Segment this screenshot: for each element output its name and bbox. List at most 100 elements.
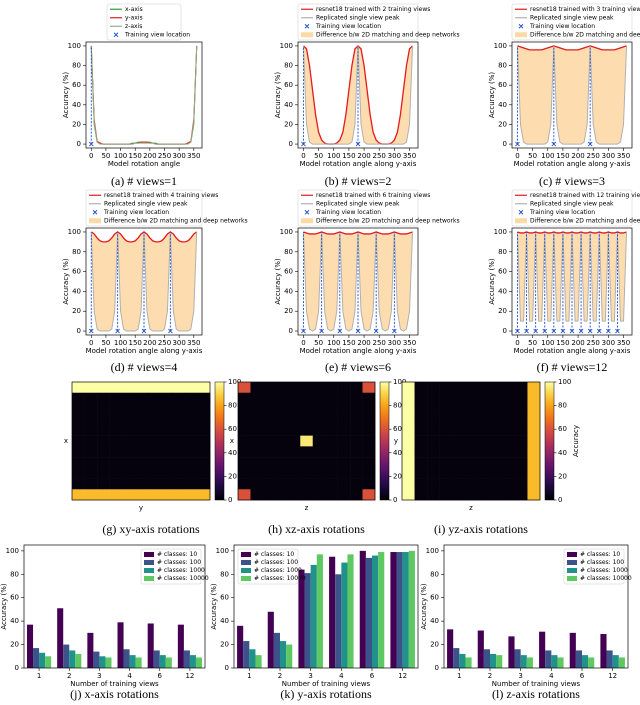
heatmap-cell bbox=[250, 489, 264, 501]
x-tick-label: 100 bbox=[327, 339, 340, 347]
heatmap-cell bbox=[312, 392, 326, 404]
bar bbox=[27, 624, 34, 668]
heatmap-cell bbox=[402, 392, 415, 404]
heatmap-cell bbox=[439, 382, 453, 394]
bar bbox=[87, 632, 94, 668]
heatmap-cell bbox=[414, 478, 428, 490]
y-tick-label: 80 bbox=[498, 248, 507, 256]
y-tick-label: 60 bbox=[284, 268, 293, 276]
heatmap-cell bbox=[477, 392, 491, 404]
heatmap-cell bbox=[527, 424, 541, 436]
y-tick-label: 20 bbox=[498, 307, 507, 315]
series-line bbox=[90, 45, 198, 145]
heatmap-cell bbox=[362, 457, 376, 469]
heatmap-cell bbox=[464, 446, 478, 458]
y-tick-label: 0 bbox=[435, 664, 439, 672]
heatmap-cell bbox=[275, 478, 289, 490]
axes-frame bbox=[23, 544, 206, 669]
heatmap-cell bbox=[97, 414, 110, 426]
legend-label: x-axis bbox=[125, 6, 143, 13]
x-axis-label: Model rotation angle bbox=[108, 160, 180, 168]
heatmap-cell bbox=[362, 382, 376, 394]
bar bbox=[57, 608, 64, 668]
series-line bbox=[90, 45, 198, 145]
y-tick-label: 100 bbox=[6, 547, 19, 555]
colorbar-tick-label: 60 bbox=[228, 425, 237, 433]
training-view-marker bbox=[168, 328, 173, 334]
training-view-marker bbox=[392, 328, 397, 334]
x-tick-label: 200 bbox=[143, 152, 156, 160]
legend-label: Difference b/w 2D matching and deep netw… bbox=[530, 31, 640, 38]
heatmap-cell bbox=[402, 414, 415, 426]
heatmap-cell bbox=[350, 414, 363, 426]
bar bbox=[465, 657, 472, 668]
heatmap-cell bbox=[147, 382, 161, 394]
heatmap-cell bbox=[287, 382, 301, 394]
heatmap-cell bbox=[414, 424, 428, 436]
bar bbox=[99, 656, 106, 668]
heatmap-cell bbox=[109, 403, 123, 415]
heatmap-cell bbox=[477, 478, 491, 490]
heatmap-cell bbox=[72, 457, 85, 469]
legend-label: resnet18 trained with 6 training views bbox=[316, 192, 430, 199]
heatmap-cell bbox=[287, 478, 301, 490]
training-view-marker bbox=[88, 328, 94, 334]
heatmap-cell bbox=[514, 446, 528, 458]
bar bbox=[123, 649, 130, 668]
heatmap-cell bbox=[147, 403, 161, 415]
legend-box bbox=[237, 548, 299, 585]
x-tick-label: 300 bbox=[172, 152, 185, 160]
caption: (l) z-axis rotations bbox=[492, 687, 580, 701]
caption: (b) # views=2 bbox=[325, 174, 392, 188]
y-tick-label: 20 bbox=[220, 641, 229, 649]
training-view-marker bbox=[355, 141, 361, 147]
heatmap-cell bbox=[147, 489, 161, 501]
heatmap-cell bbox=[477, 382, 491, 394]
training-view-marker bbox=[578, 328, 584, 334]
x-tick-label: 150 bbox=[129, 152, 142, 160]
heatmap-cell bbox=[477, 446, 491, 458]
x-tick-label: 2 bbox=[278, 672, 282, 680]
y-tick-label: 0 bbox=[289, 140, 293, 148]
x-tick-label: 150 bbox=[342, 339, 355, 347]
heatmap-cell bbox=[109, 435, 123, 447]
legend-label: resnet18 trained with 2 training views bbox=[316, 6, 430, 13]
heatmap-cell bbox=[172, 414, 186, 426]
heatmap-cell bbox=[362, 478, 376, 490]
axes-frame bbox=[401, 381, 541, 501]
training-view-marker bbox=[615, 328, 620, 334]
heatmap-cell bbox=[172, 446, 186, 458]
heatmap-cell bbox=[275, 382, 289, 394]
legend-swatch bbox=[304, 23, 310, 29]
heatmap-cell bbox=[184, 446, 198, 458]
heatmap-cell bbox=[172, 467, 186, 479]
heatmap-cell bbox=[402, 435, 415, 447]
heatmap-cell bbox=[147, 478, 161, 490]
heatmap-cell bbox=[362, 392, 376, 404]
x-tick-label: 200 bbox=[357, 152, 370, 160]
legend-swatch bbox=[144, 568, 154, 573]
heatmap-cell bbox=[109, 467, 123, 479]
bar bbox=[396, 552, 403, 668]
heatmap-cell bbox=[414, 467, 428, 479]
heatmap-cell bbox=[262, 424, 276, 436]
heatmap-cell bbox=[514, 414, 528, 426]
heatmap-cell bbox=[300, 467, 314, 479]
heatmap-cell bbox=[287, 424, 301, 436]
y-axis-label: Accuracy (%) bbox=[0, 583, 8, 630]
legend-label: Training view location bbox=[124, 31, 190, 38]
legend-swatch bbox=[518, 209, 524, 215]
heatmap-cell bbox=[514, 489, 528, 501]
bar bbox=[329, 556, 336, 668]
series-line bbox=[90, 45, 198, 145]
heatmap-cell bbox=[197, 392, 211, 404]
heatmap-cell bbox=[477, 467, 491, 479]
bar bbox=[347, 554, 354, 668]
training-view-marker bbox=[319, 328, 324, 334]
heatmap-cell bbox=[427, 467, 440, 479]
heatmap-cell bbox=[122, 403, 136, 415]
colorbar-tick-label: 100 bbox=[393, 378, 406, 386]
heatmap-cell bbox=[325, 457, 338, 469]
heatmap-cell bbox=[362, 424, 376, 436]
y-tick-label: 100 bbox=[68, 42, 81, 50]
